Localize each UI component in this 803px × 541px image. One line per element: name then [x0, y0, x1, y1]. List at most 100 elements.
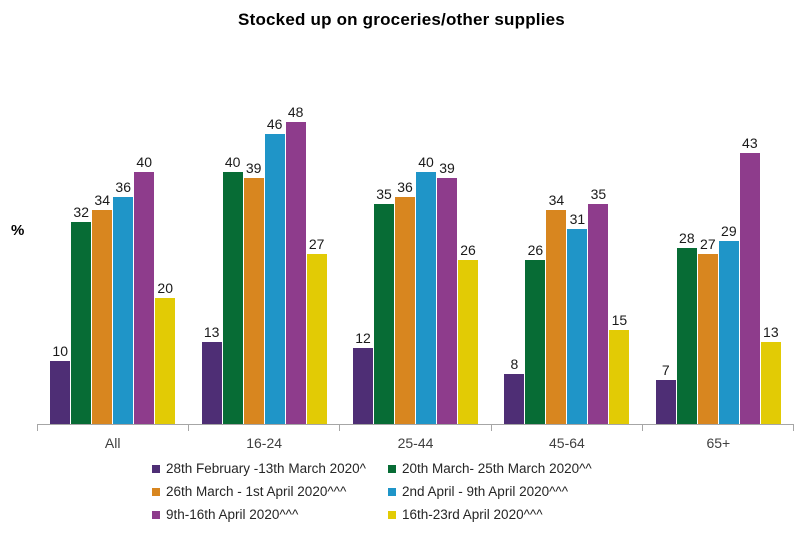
legend-swatch — [388, 464, 396, 473]
bar-value-label: 48 — [287, 103, 304, 120]
bar-value-label: 28 — [679, 229, 695, 246]
bar — [113, 197, 134, 424]
y-axis-label: % — [11, 222, 25, 239]
axis-tick-cell — [641, 425, 795, 431]
bar-group: 12 35 36 40 39 26 — [340, 155, 491, 424]
bar-slot: 31 — [567, 211, 588, 424]
bar-value-label: 26 — [460, 242, 476, 259]
bar-group: 7 28 27 29 43 13 — [643, 136, 794, 424]
bar — [374, 203, 395, 424]
legend-item: 9th-16th April 2020^^^ — [152, 507, 388, 522]
bar — [285, 121, 306, 424]
legend-swatch — [152, 487, 160, 496]
bar-slot: 10 — [50, 343, 71, 424]
bar — [655, 379, 676, 424]
bar-group: 8 26 34 31 35 15 — [491, 185, 642, 424]
bar — [504, 373, 525, 424]
legend-label: 2nd April - 9th April 2020^^^ — [402, 484, 569, 499]
bar-value-label: 36 — [115, 179, 131, 196]
legend-label: 9th-16th April 2020^^^ — [166, 507, 299, 522]
bar-value-label: 40 — [224, 154, 241, 170]
legend: 28th February -13th March 2020^ 20th Marc… — [152, 461, 803, 522]
legend-swatch — [152, 464, 160, 473]
bar-slot: 39 — [243, 160, 264, 424]
bar-value-label: 40 — [136, 154, 152, 170]
bar-value-label: 32 — [73, 204, 89, 221]
legend-label: 26th March - 1st April 2020^^^ — [166, 484, 347, 499]
x-axis-category-label: 16-24 — [246, 435, 283, 451]
bar — [416, 172, 437, 424]
bar-value-label: 12 — [355, 330, 371, 347]
bar-value-label: 10 — [52, 343, 68, 359]
bar-value-label: 35 — [376, 185, 392, 202]
axis-tick-cell — [339, 425, 490, 431]
legend-item: 20th March- 25th March 2020^^ — [388, 461, 803, 476]
bar-value-label: 35 — [590, 185, 607, 202]
bar — [306, 253, 327, 424]
bar-slot: 39 — [437, 160, 458, 424]
bar-value-label: 36 — [397, 179, 413, 196]
bar — [264, 134, 285, 424]
bar — [437, 178, 458, 424]
bar — [588, 203, 609, 424]
bar — [92, 209, 113, 424]
bar-value-label: 27 — [308, 235, 325, 252]
bar-group: 10 32 34 36 40 20 — [37, 155, 188, 424]
axis-tick-cell — [188, 425, 339, 431]
bar-value-label: 15 — [611, 311, 628, 328]
bar-slot: 26 — [525, 242, 546, 424]
bar-value-label: 26 — [527, 242, 544, 259]
legend-label: 28th February -13th March 2020^ — [166, 461, 366, 476]
bar-slot: 40 — [134, 154, 155, 424]
bar-slot: 13 — [201, 324, 222, 424]
bar-slot: 46 — [264, 116, 285, 424]
bar-slot: 48 — [285, 103, 306, 424]
bar-slot: 28 — [676, 229, 697, 424]
bar — [697, 253, 718, 424]
legend-swatch — [152, 510, 160, 519]
bar-slot: 35 — [374, 185, 395, 424]
bar-slot: 29 — [718, 224, 739, 424]
legend-label: 16th-23rd April 2020^^^ — [402, 507, 543, 522]
bar-slot: 27 — [306, 235, 327, 424]
axis-tick-cell — [490, 425, 642, 431]
bar — [458, 260, 479, 424]
bar-value-label: 39 — [245, 160, 262, 177]
bar-slot: 15 — [609, 311, 630, 424]
bar-value-label: 7 — [661, 361, 670, 378]
bar-slot: 8 — [504, 356, 525, 424]
legend-label: 20th March- 25th March 2020^^ — [402, 461, 592, 476]
bar-value-label: 39 — [439, 160, 455, 177]
bar-value-label: 13 — [763, 324, 779, 341]
bar-value-label: 46 — [266, 116, 283, 133]
bar-slot: 20 — [155, 281, 176, 424]
bar-value-label: 40 — [418, 154, 434, 170]
chart-title: Stocked up on groceries/other supplies — [238, 10, 565, 29]
bar — [353, 348, 374, 424]
bar — [760, 342, 781, 424]
legend-item: 28th February -13th March 2020^ — [152, 461, 388, 476]
bar — [71, 222, 92, 424]
bar-group: 13 40 39 46 48 27 — [188, 103, 339, 424]
bar — [567, 228, 588, 424]
bar — [201, 342, 222, 424]
legend-swatch — [388, 510, 396, 519]
bar-slot: 40 — [416, 154, 437, 424]
legend-swatch — [388, 487, 396, 496]
x-axis-labels: All 16-24 25-44 45-64 65+ — [37, 431, 794, 451]
bar-slot: 26 — [458, 242, 479, 424]
bar-slot: 34 — [92, 192, 113, 424]
bar-value-label: 27 — [700, 235, 716, 252]
x-axis-category-label: 45-64 — [549, 435, 585, 451]
bar-value-label: 34 — [548, 191, 565, 208]
bar-slot: 34 — [546, 191, 567, 424]
bar-slot: 32 — [71, 204, 92, 424]
bar — [676, 247, 697, 424]
bar-value-label: 13 — [203, 324, 220, 341]
bar — [222, 172, 243, 424]
x-axis-category-label: 65+ — [706, 435, 731, 451]
bar-value-label: 43 — [742, 135, 758, 152]
bar-groups: 10 32 34 36 40 20 13 40 39 46 48 27 12 35 36 40 39 26 8 26 3… — [37, 34, 794, 424]
bar-slot: 7 — [655, 361, 676, 424]
bar-slot: 36 — [395, 179, 416, 424]
